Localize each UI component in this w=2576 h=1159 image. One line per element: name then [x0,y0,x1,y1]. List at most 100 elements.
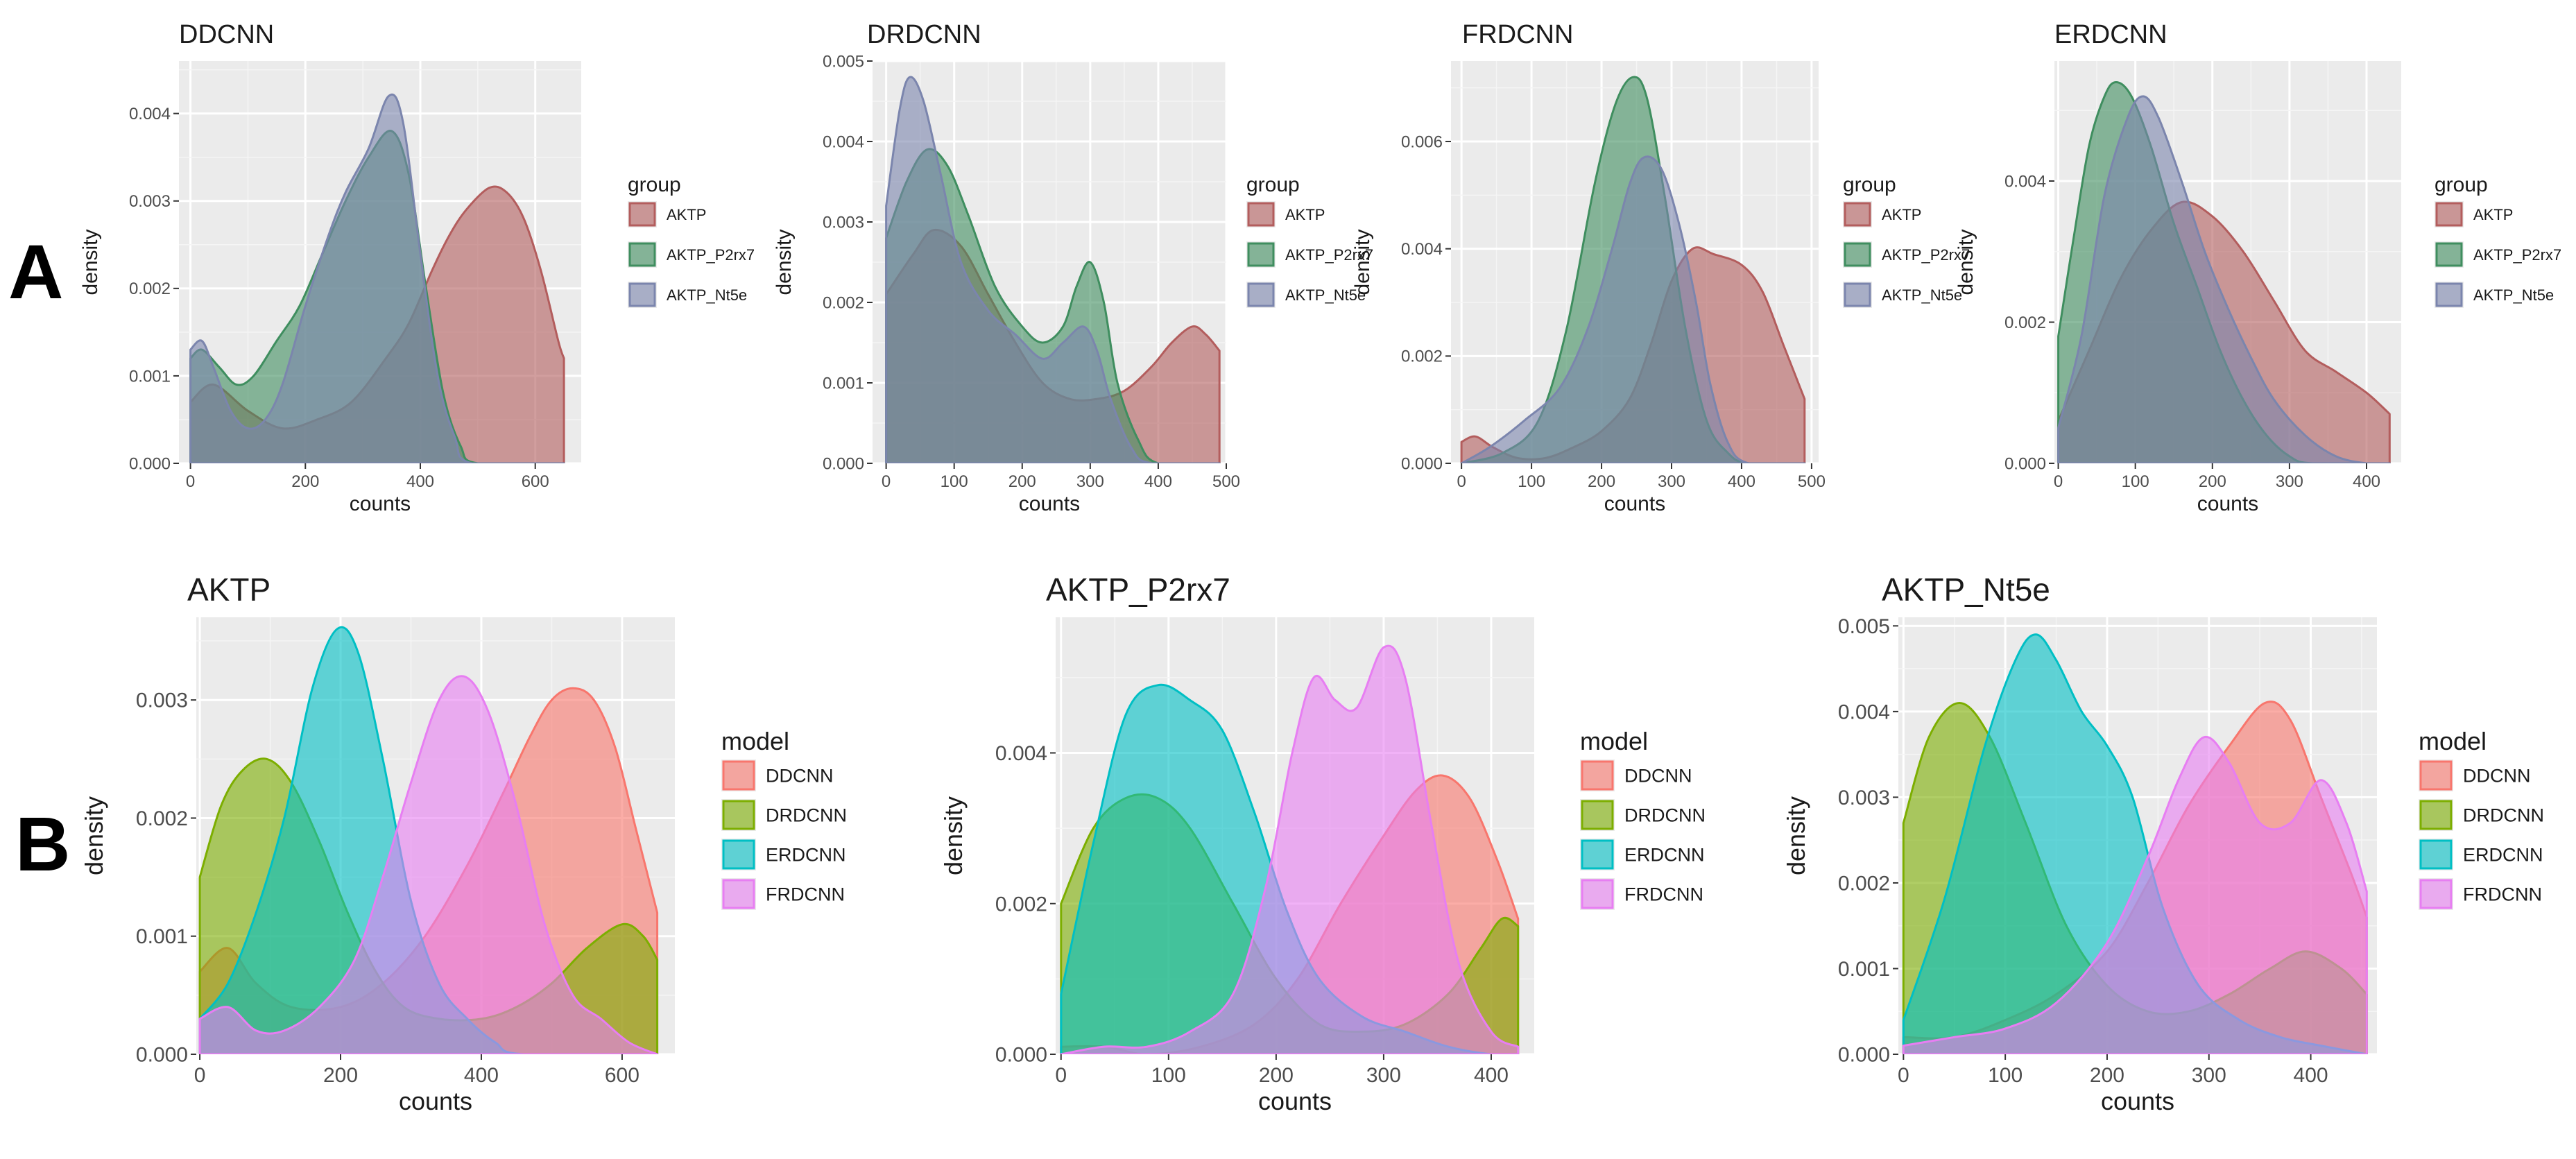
x-tick-label: 0 [194,1064,206,1087]
legend-label-aktp-p2rx7: AKTP_P2rx7 [1882,246,1970,264]
y-axis-label: density [80,796,108,875]
y-tick-label: 0.000 [129,454,171,473]
y-tick-label: 0.000 [995,1044,1047,1067]
legend-key-erdcnn [722,839,755,870]
x-tick-label: 200 [1008,472,1036,491]
legend-label-aktp: AKTP [1285,206,1325,223]
y-axis-label: density [1351,229,1374,295]
legend-key-drdcnn [722,800,755,830]
density-areas [885,76,1221,463]
legend-key-ddcnn [722,760,755,791]
chart-aktp-p2rx7: 0 100 200 300 400 0.000 0.002 0.004 counts densit… [939,572,1706,1115]
y-tick-label: 0.001 [129,367,171,386]
chart-ddcnn: 0 200 400 600 0.000 0.001 0.002 0.003 0.004 count… [79,20,755,515]
legend-label-drdcnn: DRDCNN [766,805,847,826]
y-tick-label: 0.002 [136,807,188,830]
chart-aktp-nt5e: 0 100 200 300 400 0.000 0.001 0.002 0.003 0.004 0.… [1782,572,2544,1115]
legend-label-frdcnn: FRDCNN [1624,884,1703,905]
legend-key-ddcnn [1581,760,1614,791]
chart-title: ERDCNN [2054,20,2167,49]
x-tick-label: 300 [1366,1064,1401,1087]
x-axis-label: counts [1604,492,1665,515]
density-areas [198,626,659,1054]
legend: group AKTP AKTP_P2rx7 AKTP_Nt5e [1843,173,1970,308]
legend-key-erdcnn [1581,839,1614,870]
chart-title: AKTP [187,572,271,608]
density-areas [1902,633,2368,1054]
y-tick-label: 0.004 [1401,240,1443,259]
legend-title: group [1246,173,1300,196]
legend-label-aktp-nt5e: AKTP_Nt5e [667,286,747,304]
chart-drdcnn: 0 100 200 300 400 500 0.000 0.001 0.002 0.003 0.00… [773,20,1373,515]
legend-label-frdcnn: FRDCNN [766,884,845,905]
y-tick-label: 0.002 [1401,347,1443,366]
x-tick-label: 200 [1588,472,1615,491]
legend: group AKTP AKTP_P2rx7 AKTP_Nt5e [2435,173,2561,308]
y-tick-label: 0.001 [823,374,864,393]
x-tick-label: 500 [1212,472,1240,491]
y-tick-label: 0.000 [1401,454,1443,473]
x-tick-label: 300 [2276,472,2303,491]
legend-key-ddcnn [2419,760,2453,791]
legend: model DDCNN DRDCNN ERDCNN FRDCNN [2419,727,2544,910]
legend-key-drdcnn [2419,800,2453,830]
density-areas [1060,644,1520,1054]
y-tick-label: 0.005 [1838,615,1890,638]
legend-title: group [628,173,681,196]
legend: group AKTP AKTP_P2rx7 AKTP_Nt5e [1246,173,1373,308]
x-tick-label: 100 [941,472,968,491]
legend-label-aktp: AKTP [667,206,706,223]
y-tick-label: 0.004 [129,105,171,123]
x-tick-label: 400 [1728,472,1755,491]
y-tick-label: 0.001 [136,925,188,948]
x-axis-label: counts [1258,1087,1332,1115]
legend-key-aktp-nt5e [2435,282,2463,307]
chart-title: AKTP_P2rx7 [1046,572,1230,608]
legend-key-frdcnn [1581,879,1614,909]
legend-key-aktp-p2rx7 [2435,242,2463,267]
x-tick-label: 200 [323,1064,358,1087]
x-tick-label: 0 [1055,1064,1067,1087]
density-area-frdcnn [1902,735,2368,1054]
x-tick-label: 100 [1988,1064,2023,1087]
x-tick-label: 0 [882,472,891,491]
x-tick-label: 0 [186,472,195,491]
y-tick-label: 0.005 [823,52,864,71]
x-tick-label: 200 [1259,1064,1294,1087]
legend-label-ddcnn: DDCNN [2463,766,2531,787]
legend-label-drdcnn: DRDCNN [1624,805,1706,826]
legend-label-aktp-nt5e: AKTP_Nt5e [1285,286,1366,304]
y-tick-label: 0.000 [2004,454,2046,473]
x-axis-label: counts [399,1087,472,1115]
legend-label-frdcnn: FRDCNN [2463,884,2542,905]
panel-label-b: B [15,802,70,887]
legend-label-erdcnn: ERDCNN [2463,845,2543,866]
legend-label-ddcnn: DDCNN [766,766,834,787]
y-tick-label: 0.000 [1838,1044,1890,1067]
legend-title: model [2419,727,2487,755]
y-tick-label: 0.003 [129,192,171,211]
legend-label-erdcnn: ERDCNN [766,845,846,866]
x-axis-label: counts [2197,492,2258,515]
x-axis-label: counts [350,492,411,515]
legend-key-aktp [1844,202,1871,227]
density-area-frdcnn [1060,644,1520,1054]
legend-label-drdcnn: DRDCNN [2463,805,2544,826]
legend: model DDCNN DRDCNN ERDCNN FRDCNN [721,727,847,910]
y-tick-label: 0.002 [129,280,171,298]
legend-key-aktp-p2rx7 [628,242,656,267]
y-tick-label: 0.002 [995,893,1047,916]
x-tick-label: 100 [2122,472,2149,491]
density-areas [2057,81,2391,463]
x-tick-label: 400 [2294,1064,2328,1087]
panel-label-a: A [8,230,63,315]
x-tick-label: 200 [291,472,319,491]
legend-key-aktp [1247,202,1275,227]
density-area-aktp-nt5e [885,76,1221,463]
density-areas [189,93,565,463]
x-tick-label: 600 [522,472,549,491]
x-tick-label: 600 [605,1064,639,1087]
x-tick-label: 300 [1076,472,1104,491]
chart-frdcnn: 0 100 200 300 400 500 0.000 0.002 0.004 0.006 coun… [1351,20,1970,515]
legend-label-aktp-p2rx7: AKTP_P2rx7 [2473,246,2561,264]
